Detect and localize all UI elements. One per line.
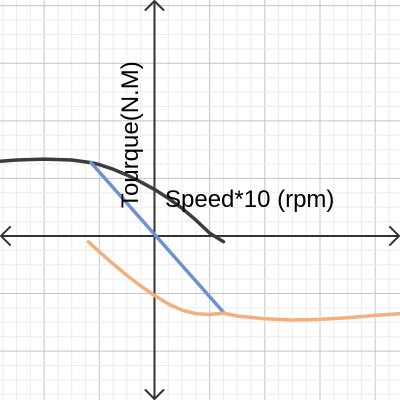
y-axis-arrow-top: [144, 0, 165, 11]
x-axis-arrow-right: [389, 225, 400, 246]
y-axis-arrow-bottom: [144, 389, 165, 400]
series-line-2: [89, 160, 226, 314]
y-axis-label: Tourque(N.M): [117, 61, 144, 208]
series-group: [0, 157, 400, 322]
x-axis-label: Speed*10 (rpm): [165, 186, 334, 213]
x-axis-arrow-left: [0, 225, 11, 246]
series-line-1: [0, 157, 226, 244]
axis-labels: Speed*10 (rpm) Tourque(N.M): [117, 61, 334, 213]
series-line-3: [86, 239, 400, 322]
